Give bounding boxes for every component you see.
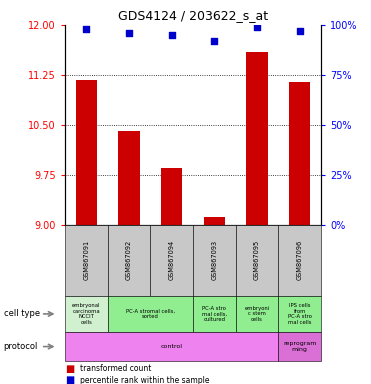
Point <box>126 30 132 36</box>
Text: GSM867095: GSM867095 <box>254 240 260 280</box>
Point <box>297 28 303 34</box>
Bar <box>118 131 139 225</box>
Text: GSM867094: GSM867094 <box>168 240 175 280</box>
Text: embryonal
carcinoma
NCCIT
cells: embryonal carcinoma NCCIT cells <box>72 303 101 325</box>
Bar <box>289 81 310 225</box>
Text: percentile rank within the sample: percentile rank within the sample <box>80 376 209 384</box>
Point <box>254 24 260 30</box>
Bar <box>76 79 97 225</box>
Point <box>83 26 89 32</box>
Text: IPS cells
from
PC-A stro
mal cells: IPS cells from PC-A stro mal cells <box>288 303 312 325</box>
Text: GSM867093: GSM867093 <box>211 240 217 280</box>
Text: ■: ■ <box>65 375 74 384</box>
Text: GSM867096: GSM867096 <box>296 240 303 280</box>
Text: protocol: protocol <box>4 342 38 351</box>
Point <box>211 38 217 44</box>
Text: PC-A stro
mal cells,
cultured: PC-A stro mal cells, cultured <box>202 306 227 322</box>
Title: GDS4124 / 203622_s_at: GDS4124 / 203622_s_at <box>118 9 268 22</box>
Text: PC-A stromal cells,
sorted: PC-A stromal cells, sorted <box>126 308 175 319</box>
Text: cell type: cell type <box>4 310 40 318</box>
Text: transformed count: transformed count <box>80 364 151 373</box>
Point <box>168 32 174 38</box>
Text: GSM867092: GSM867092 <box>126 240 132 280</box>
Bar <box>246 51 267 225</box>
Text: embryoni
c stem
cells: embryoni c stem cells <box>244 306 270 322</box>
Text: GSM867091: GSM867091 <box>83 240 89 280</box>
Text: reprogram
ming: reprogram ming <box>283 341 316 352</box>
Text: control: control <box>161 344 183 349</box>
Bar <box>161 168 182 225</box>
Bar <box>204 217 225 225</box>
Text: ■: ■ <box>65 364 74 374</box>
